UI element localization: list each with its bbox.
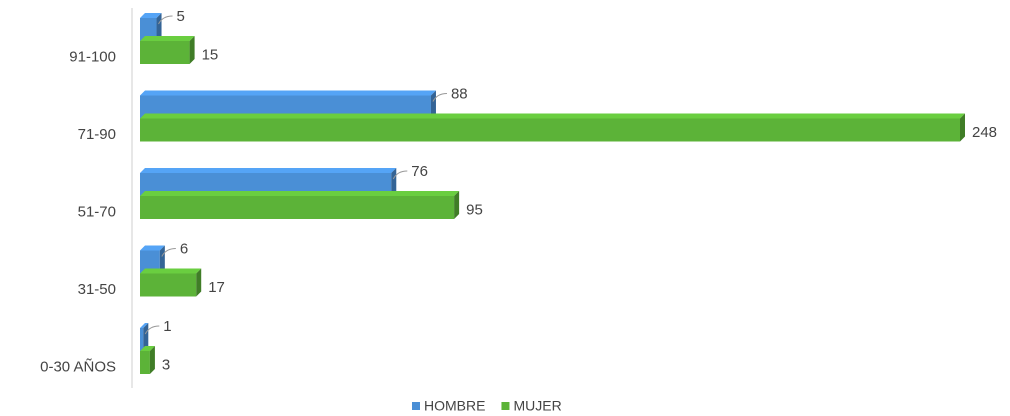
bar-side: [189, 36, 195, 64]
bar-face: [140, 118, 960, 142]
bar-top: [140, 245, 165, 251]
data-label: 5: [177, 8, 185, 25]
bar-side: [391, 168, 397, 196]
data-label: 17: [208, 279, 225, 296]
legend-label: MUJER: [513, 398, 561, 414]
bar-face: [140, 173, 392, 196]
y-tick-label: 51-70: [78, 204, 116, 221]
bar-top: [140, 323, 149, 328]
leader-line: [158, 15, 173, 25]
y-tick-label: 0-30 AÑOS: [40, 359, 116, 376]
leader-line: [144, 325, 160, 335]
data-label: 248: [972, 124, 997, 141]
bar-top: [140, 36, 195, 41]
bar: [140, 245, 165, 274]
bar: [140, 168, 397, 196]
bar-face: [140, 41, 190, 64]
bar-side: [454, 191, 460, 219]
bar: [140, 113, 965, 142]
bar-top: [140, 13, 162, 18]
bar-top: [140, 346, 155, 351]
bar-side: [159, 245, 165, 274]
bar-side: [143, 323, 149, 351]
bar: [140, 268, 202, 297]
bar: [140, 13, 162, 41]
data-label: 95: [466, 201, 483, 218]
bar-top: [140, 90, 436, 96]
bar-top: [140, 268, 202, 274]
bar: [140, 346, 155, 374]
data-label: 15: [202, 46, 219, 63]
y-tick-label: 31-50: [78, 281, 116, 298]
data-label: 1: [163, 318, 171, 335]
leader-line: [161, 248, 176, 257]
leader-line: [432, 93, 447, 102]
legend-label: HOMBRE: [424, 398, 485, 414]
bar-top: [140, 168, 397, 173]
data-label: 88: [451, 85, 468, 102]
data-label: 6: [180, 240, 188, 257]
bar-side: [430, 90, 436, 119]
bar-top: [140, 113, 965, 119]
data-label: 76: [411, 163, 428, 180]
y-tick-label: 91-100: [69, 49, 116, 66]
bar-face: [140, 273, 197, 297]
data-label: 3: [162, 356, 170, 373]
bar-face: [140, 18, 157, 41]
bar: [140, 36, 195, 64]
bar: [140, 191, 460, 219]
bar-top: [140, 191, 460, 196]
bar-face: [140, 196, 455, 219]
bar-side: [149, 346, 155, 374]
bar: [140, 90, 436, 119]
y-tick-label: 71-90: [78, 126, 116, 143]
bar-face: [140, 328, 144, 351]
leader-line: [392, 170, 408, 180]
bar-side: [960, 113, 965, 142]
bar-face: [140, 351, 150, 374]
bar-face: [140, 95, 431, 119]
bar-side: [196, 268, 202, 297]
bar: [140, 323, 149, 351]
bar-face: [140, 250, 160, 274]
legend-swatch: [501, 402, 510, 410]
legend-swatch: [412, 402, 420, 410]
bar-side: [156, 13, 162, 41]
